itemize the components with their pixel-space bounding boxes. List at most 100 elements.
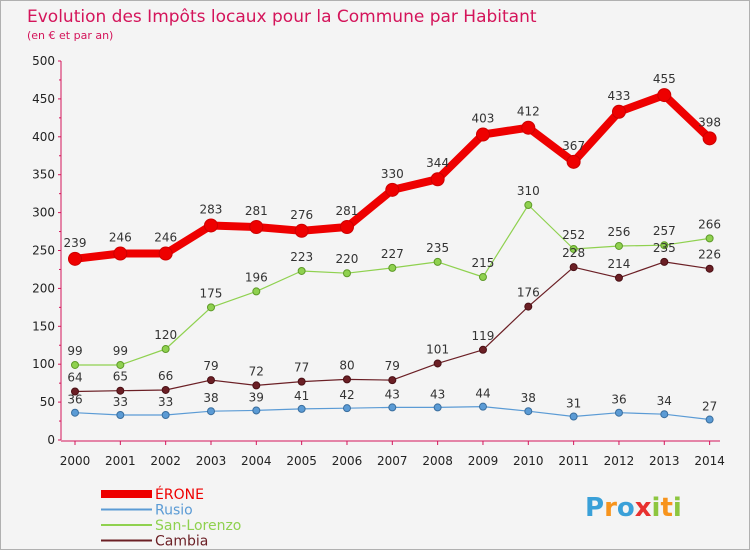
data-point-erone <box>430 172 445 187</box>
data-label-san-lorenzo: 223 <box>290 250 313 264</box>
y-tick-label: 50 <box>40 395 55 409</box>
data-point-erone <box>657 88 672 103</box>
logo-letter: x <box>635 493 652 523</box>
data-label-san-lorenzo: 99 <box>113 344 128 358</box>
data-point-rusio <box>388 403 397 412</box>
data-point-cambia <box>660 257 669 266</box>
data-label-san-lorenzo: 256 <box>608 225 631 239</box>
data-point-san-lorenzo <box>614 241 623 250</box>
logo-text: Proxiti <box>585 493 682 523</box>
data-label-cambia: 79 <box>385 359 400 373</box>
data-point-san-lorenzo <box>297 266 306 275</box>
proxiti-logo: Proxiti <box>585 493 682 523</box>
data-label-erone: 344 <box>426 156 449 170</box>
y-tick-label: 300 <box>32 206 55 220</box>
data-point-cambia <box>614 273 623 282</box>
data-point-rusio <box>71 408 79 417</box>
legend-label: Cambia <box>155 534 208 550</box>
data-point-cambia <box>206 376 215 385</box>
logo-letter: i <box>673 493 682 523</box>
x-tick-label: 2004 <box>241 454 272 468</box>
legend-label: San-Lorenzo <box>155 518 241 534</box>
data-label-san-lorenzo: 220 <box>336 252 359 266</box>
data-label-san-lorenzo: 227 <box>381 247 404 261</box>
data-point-cambia <box>252 381 261 390</box>
data-label-rusio: 36 <box>611 393 626 407</box>
y-tick-label: 450 <box>32 92 55 106</box>
x-tick-label: 2011 <box>558 454 589 468</box>
data-point-cambia <box>478 345 487 354</box>
data-point-cambia <box>388 376 397 385</box>
y-tick-label: 200 <box>32 281 55 295</box>
x-tick-label: 2008 <box>422 454 453 468</box>
data-label-san-lorenzo: 196 <box>245 270 268 284</box>
data-point-san-lorenzo <box>569 244 578 253</box>
x-tick-label: 2000 <box>60 454 91 468</box>
data-label-cambia: 228 <box>562 246 585 260</box>
data-label-erone: 455 <box>653 72 676 86</box>
x-tick-label: 2012 <box>604 454 635 468</box>
data-label-erone: 281 <box>336 204 359 218</box>
data-label-rusio: 33 <box>113 395 128 409</box>
x-tick-label: 2005 <box>286 454 317 468</box>
data-point-erone <box>475 127 490 142</box>
data-point-cambia <box>569 263 578 272</box>
chart-title: Evolution des Impôts locaux pour la Comm… <box>27 7 537 27</box>
data-label-san-lorenzo: 215 <box>472 256 495 270</box>
logo-letter: r <box>604 493 617 523</box>
x-tick-label: 2006 <box>332 454 363 468</box>
x-tick-label: 2009 <box>468 454 499 468</box>
data-label-cambia: 226 <box>698 248 721 262</box>
data-label-cambia: 101 <box>426 342 449 356</box>
data-point-erone <box>611 104 626 119</box>
data-point-san-lorenzo <box>705 234 714 243</box>
data-label-rusio: 31 <box>566 397 581 411</box>
data-label-rusio: 38 <box>203 391 218 405</box>
data-label-erone: 281 <box>245 204 268 218</box>
data-labels: 36 33 33 38 39 41 42 43 43 44 38 31 36 34 27 99 99 120 175… <box>64 72 722 413</box>
data-label-erone: 276 <box>290 208 313 222</box>
logo-letter: i <box>652 493 661 523</box>
data-point-san-lorenzo <box>342 269 351 278</box>
data-label-cambia: 64 <box>67 370 82 384</box>
data-label-cambia: 214 <box>608 257 631 271</box>
x-tick-label: 2010 <box>513 454 544 468</box>
data-label-cambia: 65 <box>113 370 128 384</box>
data-point-erone <box>294 223 309 238</box>
data-label-san-lorenzo: 252 <box>562 228 585 242</box>
data-label-cambia: 80 <box>339 358 354 372</box>
data-point-san-lorenzo <box>252 287 261 296</box>
data-label-erone: 398 <box>698 115 721 129</box>
data-point-erone <box>339 220 354 235</box>
data-point-rusio <box>614 408 623 417</box>
y-tick-label: 400 <box>32 130 55 144</box>
data-point-erone <box>249 220 264 235</box>
data-label-san-lorenzo: 310 <box>517 184 540 198</box>
data-point-san-lorenzo <box>478 273 487 282</box>
data-label-rusio: 44 <box>475 387 490 401</box>
logo-letter: P <box>585 493 604 523</box>
data-point-erone <box>158 246 173 261</box>
data-label-erone: 433 <box>608 89 631 103</box>
data-point-erone <box>203 218 218 233</box>
y-tick-label: 250 <box>32 244 55 258</box>
data-label-erone: 403 <box>472 112 495 126</box>
data-label-rusio: 43 <box>430 387 445 401</box>
x-tick-label: 2007 <box>377 454 408 468</box>
series-layer <box>68 88 717 424</box>
data-point-erone <box>566 154 581 169</box>
y-tick-label: 100 <box>32 357 55 371</box>
x-tick-label: 2003 <box>196 454 227 468</box>
data-point-erone <box>702 131 717 146</box>
data-label-cambia: 235 <box>653 241 676 255</box>
data-point-rusio <box>433 403 442 412</box>
data-point-rusio <box>569 412 578 421</box>
data-point-san-lorenzo <box>71 360 79 369</box>
data-point-san-lorenzo <box>116 360 125 369</box>
data-label-san-lorenzo: 99 <box>67 344 82 358</box>
data-point-san-lorenzo <box>433 257 442 266</box>
y-tick-label: 150 <box>32 319 55 333</box>
